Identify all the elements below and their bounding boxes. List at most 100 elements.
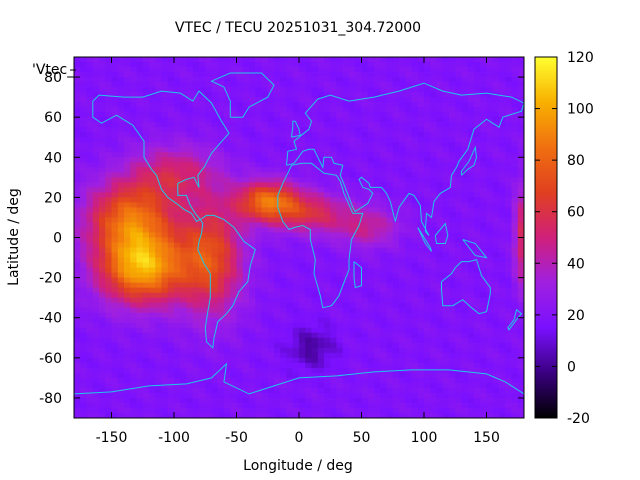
- heatmap-cell: [161, 332, 169, 339]
- heatmap-cell: [492, 147, 500, 153]
- heatmap-cell: [130, 222, 137, 228]
- heatmap-cell: [236, 202, 244, 208]
- heatmap-cell: [430, 282, 437, 289]
- heatmap-cell: [511, 152, 519, 158]
- heatmap-cell: [205, 147, 212, 153]
- heatmap-cell: [167, 152, 175, 158]
- heatmap-cell: [505, 397, 512, 404]
- heatmap-cell: [267, 187, 275, 193]
- heatmap-cell: [149, 307, 156, 314]
- heatmap-cell: [461, 227, 469, 233]
- heatmap-cell: [324, 92, 331, 98]
- heatmap-cell: [242, 352, 250, 359]
- heatmap-cell: [499, 252, 506, 258]
- heatmap-cell: [224, 392, 231, 399]
- heatmap-cell: [517, 127, 525, 133]
- heatmap-cell: [392, 307, 400, 314]
- heatmap-cell: [192, 342, 200, 349]
- heatmap-cell: [255, 292, 262, 299]
- heatmap-cell: [324, 287, 331, 294]
- heatmap-cell: [417, 142, 425, 148]
- heatmap-cell: [330, 317, 337, 324]
- heatmap-cell: [505, 152, 512, 158]
- heatmap-cell: [461, 87, 469, 93]
- heatmap-cell: [105, 337, 112, 344]
- heatmap-cell: [311, 132, 319, 138]
- heatmap-cell: [142, 257, 150, 263]
- heatmap-cell: [311, 377, 319, 384]
- heatmap-cell: [205, 272, 212, 279]
- heatmap-cell: [424, 137, 431, 143]
- heatmap-cell: [336, 72, 344, 78]
- heatmap-cell: [224, 152, 231, 158]
- heatmap-cell: [486, 202, 494, 208]
- heatmap-cell: [305, 337, 312, 344]
- heatmap-cell: [342, 322, 350, 329]
- heatmap-cell: [80, 137, 87, 143]
- heatmap-cell: [386, 262, 394, 268]
- heatmap-cell: [330, 207, 337, 213]
- heatmap-cell: [511, 347, 519, 354]
- heatmap-cell: [355, 62, 362, 68]
- heatmap-cell: [92, 267, 100, 273]
- heatmap-cell: [386, 277, 394, 284]
- heatmap-cell: [330, 122, 337, 128]
- heatmap-cell: [249, 87, 256, 93]
- heatmap-cell: [367, 387, 375, 394]
- heatmap-cell: [249, 292, 256, 299]
- heatmap-cell: [349, 67, 356, 73]
- heatmap-cell: [136, 262, 144, 268]
- heatmap-cell: [105, 127, 112, 133]
- heatmap-cell: [449, 272, 456, 279]
- heatmap-cell: [374, 292, 381, 299]
- heatmap-cell: [311, 277, 319, 284]
- heatmap-cell: [117, 72, 125, 78]
- heatmap-cell: [199, 217, 206, 223]
- heatmap-cell: [142, 167, 150, 173]
- heatmap-cell: [80, 347, 87, 354]
- heatmap-cell: [511, 132, 519, 138]
- heatmap-cell: [517, 197, 525, 203]
- heatmap-cell: [186, 372, 194, 379]
- heatmap-cell: [461, 317, 469, 324]
- heatmap-cell: [455, 207, 462, 213]
- heatmap-cell: [517, 182, 525, 188]
- heatmap-cell: [461, 252, 469, 258]
- heatmap-cell: [117, 287, 125, 294]
- heatmap-cell: [174, 377, 181, 384]
- heatmap-cell: [186, 237, 194, 243]
- heatmap-cell: [299, 207, 306, 213]
- heatmap-cell: [211, 232, 219, 238]
- heatmap-cell: [217, 132, 225, 138]
- heatmap-cell: [99, 372, 106, 379]
- heatmap-cell: [155, 57, 162, 63]
- heatmap-cell: [380, 317, 387, 324]
- heatmap-cell: [242, 62, 250, 68]
- heatmap-cell: [380, 57, 387, 63]
- heatmap-cell: [499, 217, 506, 223]
- heatmap-cell: [117, 67, 125, 73]
- heatmap-cell: [205, 167, 212, 173]
- heatmap-cell: [417, 62, 425, 68]
- heatmap-cell: [155, 167, 162, 173]
- heatmap-cell: [286, 117, 294, 123]
- heatmap-cell: [299, 272, 306, 279]
- heatmap-cell: [380, 107, 387, 113]
- heatmap-cell: [317, 397, 325, 404]
- heatmap-cell: [411, 142, 419, 148]
- heatmap-cell: [261, 232, 269, 238]
- heatmap-cell: [367, 262, 375, 268]
- heatmap-cell: [267, 272, 275, 279]
- heatmap-cell: [199, 272, 206, 279]
- heatmap-cell: [217, 107, 225, 113]
- heatmap-cell: [86, 122, 94, 128]
- heatmap-cell: [111, 182, 119, 188]
- heatmap-cell: [74, 187, 81, 193]
- heatmap-cell: [192, 197, 200, 203]
- heatmap-cell: [205, 62, 212, 68]
- heatmap-cell: [199, 182, 206, 188]
- heatmap-cell: [467, 312, 475, 319]
- heatmap-cell: [267, 242, 275, 248]
- heatmap-cell: [105, 297, 112, 304]
- heatmap-cell: [167, 382, 175, 389]
